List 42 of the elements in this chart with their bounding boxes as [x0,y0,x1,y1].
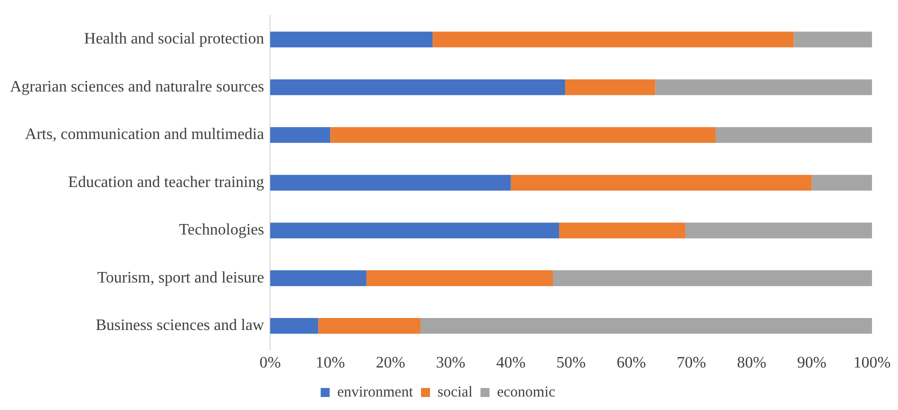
x-tick-label: 0% [259,354,281,372]
bar [270,222,560,238]
bar [655,79,872,96]
bar [559,222,686,238]
bar [318,318,421,334]
y-tick-label: Business sciences and law [96,317,265,334]
bar [812,174,872,191]
y-tick-label: Agrarian sciences and naturalre sources [10,78,264,96]
legend-label: social [438,384,473,400]
bar [330,127,716,143]
bar [270,32,433,48]
y-tick-label: Arts, communication and multimedia [25,126,264,144]
x-tick-label: 80% [736,354,766,372]
bar [716,127,872,143]
x-tick-label: 10% [316,354,345,372]
bar [420,318,872,334]
legend-label: economic [496,384,556,400]
bar [432,32,794,48]
y-tick-label: Education and teacher training [68,174,264,191]
x-tick-label: 60% [616,354,646,372]
bar [552,270,872,286]
bar [270,318,318,334]
x-tick-label: 70% [676,354,706,372]
x-tick-label: 20% [376,354,406,372]
y-tick-label: Technologies [179,222,264,239]
x-tick-label: 40% [496,354,526,372]
legend-label: environment [337,384,414,400]
bar [270,79,566,96]
bar [794,32,872,48]
bar [565,79,656,96]
bar [270,270,366,286]
bar [510,174,812,191]
bar [270,174,511,191]
x-tick-label: 90% [797,354,826,372]
x-tick-label: 100% [853,354,891,372]
bar [270,127,330,143]
x-tick-label: 30% [436,354,466,372]
bar [685,222,872,238]
y-tick-label: Tourism, sport and leisure [97,269,264,286]
bar [366,270,553,286]
x-tick-label: 50% [556,354,586,372]
y-tick-label: Health and social protection [84,30,264,48]
